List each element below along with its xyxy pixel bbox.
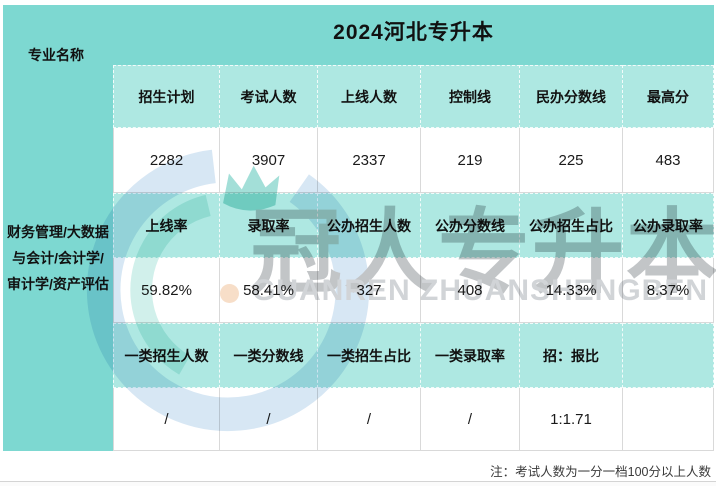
- data-cell: 225: [520, 128, 623, 193]
- data-cell: 327: [318, 258, 421, 323]
- data-cell: 58.41%: [220, 258, 318, 323]
- header-cell: 公办录取率: [623, 193, 714, 258]
- header-cell-empty: [623, 323, 714, 388]
- page-title: 2024河北专升本: [333, 21, 494, 44]
- header-cell: 一类招生人数: [113, 323, 220, 388]
- data-cell: 59.82%: [113, 258, 220, 323]
- header-cell: 一类招生占比: [318, 323, 421, 388]
- header-cell: 招生计划: [113, 65, 220, 128]
- header-cell: 民办分数线: [520, 65, 623, 128]
- data-cell: 2337: [318, 128, 421, 193]
- header-cell: 上线率: [113, 193, 220, 258]
- data-cell: 483: [623, 128, 714, 193]
- header-cell: 上线人数: [318, 65, 421, 128]
- header-cell: 考试人数: [220, 65, 318, 128]
- header-cell: 控制线: [421, 65, 520, 128]
- data-cell: /: [113, 388, 220, 451]
- data-cell: 408: [421, 258, 520, 323]
- bottom-divider: [0, 481, 716, 486]
- header-cell: 录取率: [220, 193, 318, 258]
- data-cell: 8.37%: [623, 258, 714, 323]
- header-cell: 一类录取率: [421, 323, 520, 388]
- header-cell: 最高分: [623, 65, 714, 128]
- major-name-cell: 财务管理/大数据与会计/会计学/审计学/资产评估: [7, 224, 109, 292]
- header-cell: 公办招生人数: [318, 193, 421, 258]
- footnote: 注：考试人数为一分一档100分以上人数: [490, 465, 711, 479]
- header-cell: 公办分数线: [421, 193, 520, 258]
- data-cell: /: [421, 388, 520, 451]
- data-cell: /: [318, 388, 421, 451]
- data-cell: 3907: [220, 128, 318, 193]
- data-cell: /: [220, 388, 318, 451]
- data-cell: 219: [421, 128, 520, 193]
- data-cell: 2282: [113, 128, 220, 193]
- stats-table: 招生计划 考试人数 上线人数 控制线 民办分数线 最高分 2282 3907 2…: [113, 65, 714, 451]
- data-cell: 14.33%: [520, 258, 623, 323]
- header-cell: 招：报比: [520, 323, 623, 388]
- data-cell: 1:1.71: [520, 388, 623, 451]
- header-cell: 公办招生占比: [520, 193, 623, 258]
- header-cell: 一类分数线: [220, 323, 318, 388]
- data-cell-empty: [623, 388, 714, 451]
- row-group-header: 专业名称: [28, 47, 84, 63]
